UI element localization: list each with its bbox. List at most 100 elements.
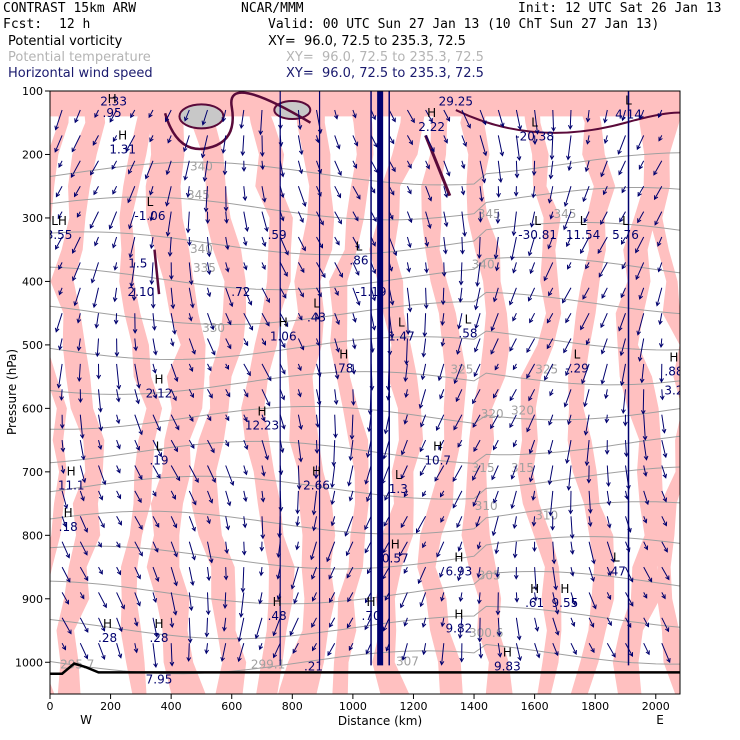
wind-arrow bbox=[201, 109, 208, 126]
wind-arrow bbox=[403, 566, 408, 574]
wind-arrow bbox=[260, 516, 266, 540]
wind-arrow bbox=[297, 109, 303, 130]
wind-arrow bbox=[440, 338, 446, 347]
theta-line bbox=[50, 406, 680, 430]
wind-arrow bbox=[152, 643, 158, 669]
wind-arrow bbox=[113, 313, 119, 325]
wind-arrow bbox=[655, 287, 663, 307]
wind-arrow bbox=[131, 287, 137, 302]
wind-arrow bbox=[54, 109, 63, 131]
pv-contour bbox=[153, 249, 161, 295]
organization: NCAR/MMM bbox=[241, 1, 304, 16]
wind-arrow bbox=[416, 516, 427, 534]
extremum-letter: L bbox=[574, 347, 581, 361]
wind-arrow bbox=[150, 287, 156, 309]
wind-arrow bbox=[327, 642, 336, 657]
wind-arrow bbox=[600, 160, 608, 178]
wind-arrow bbox=[220, 643, 227, 662]
wind-arrow bbox=[491, 465, 499, 481]
wind-arrow bbox=[364, 617, 372, 631]
wind-arrow bbox=[188, 262, 194, 286]
init-time: Init: 12 UTC Sat 26 Jan 13 bbox=[518, 1, 722, 16]
wind-arrow bbox=[604, 389, 609, 400]
wind-arrow bbox=[352, 236, 360, 250]
wind-arrow bbox=[167, 135, 172, 144]
wind-arrow bbox=[617, 135, 626, 155]
wind-arrow bbox=[370, 211, 377, 223]
extremum-value: .95 bbox=[103, 106, 122, 120]
wind-arrow bbox=[90, 262, 99, 284]
wind-arrow bbox=[347, 465, 354, 487]
wind-arrow bbox=[188, 439, 195, 450]
wind-arrow bbox=[422, 490, 427, 498]
wind-arrow bbox=[225, 465, 235, 486]
wind-arrow bbox=[221, 135, 227, 154]
wind-arrow bbox=[425, 160, 430, 170]
wind-arrow bbox=[457, 439, 463, 448]
wind-arrow bbox=[495, 211, 501, 224]
wind-arrow bbox=[584, 160, 590, 173]
wind-arrow bbox=[566, 135, 572, 161]
wind-arrow bbox=[639, 109, 645, 120]
wind-arrow bbox=[170, 541, 178, 558]
extremum-letter: H bbox=[118, 128, 127, 142]
wind-arrow bbox=[459, 643, 465, 663]
wind-arrow bbox=[333, 109, 339, 120]
wind-arrow bbox=[618, 313, 626, 332]
wind-arrow bbox=[563, 186, 572, 207]
wind-arrow bbox=[568, 490, 574, 515]
legend-theta-label: Potential temperature bbox=[8, 50, 151, 65]
extremum-letter: L bbox=[465, 312, 472, 326]
wind-arrow bbox=[261, 211, 269, 233]
wind-arrow bbox=[661, 617, 670, 633]
wind-arrow bbox=[200, 135, 208, 159]
wind-arrow bbox=[206, 516, 211, 525]
wind-arrow bbox=[259, 567, 264, 577]
wind-arrow bbox=[461, 211, 467, 238]
wind-arrow bbox=[479, 186, 484, 203]
wind-arrow bbox=[185, 211, 191, 234]
wind-arrow bbox=[661, 516, 668, 527]
wind-arrow bbox=[295, 516, 301, 527]
wind-arrow bbox=[639, 363, 645, 384]
wind-arrow bbox=[222, 592, 228, 609]
wind-arrow bbox=[311, 592, 317, 602]
wind-arrow bbox=[204, 643, 210, 655]
wind-arrow bbox=[370, 160, 378, 174]
y-tick-label: 400 bbox=[22, 275, 43, 288]
wind-arrow bbox=[243, 389, 249, 398]
pv-band bbox=[278, 91, 336, 694]
wind-arrow bbox=[565, 363, 572, 377]
wind-arrow bbox=[636, 135, 645, 151]
wind-arrow bbox=[440, 592, 445, 602]
wind-arrow bbox=[134, 465, 143, 481]
wind-arrow bbox=[364, 516, 372, 531]
wind-arrow bbox=[603, 109, 608, 124]
wind-arrow bbox=[455, 389, 463, 403]
wind-arrow bbox=[661, 465, 667, 479]
wind-arrow bbox=[311, 566, 317, 580]
wind-arrow bbox=[623, 440, 629, 458]
wind-arrow bbox=[79, 566, 89, 582]
wind-arrow bbox=[90, 160, 99, 176]
wind-arrow bbox=[223, 186, 229, 212]
extremum-value: .28 bbox=[98, 631, 117, 645]
wind-arrow bbox=[348, 440, 354, 462]
wind-arrow bbox=[295, 541, 300, 551]
extremum-value: 10.7 bbox=[424, 453, 451, 467]
wind-arrow bbox=[98, 643, 106, 660]
wind-arrow bbox=[531, 516, 537, 527]
extremum-value: 11.54 bbox=[566, 228, 600, 242]
theta-label: 310 bbox=[535, 508, 558, 522]
wind-arrow bbox=[548, 287, 554, 297]
extremum-value: .88 bbox=[664, 364, 683, 378]
extremum-value: 9.55 bbox=[552, 596, 579, 610]
wind-arrow bbox=[116, 439, 121, 450]
wind-arrow bbox=[134, 439, 140, 451]
wind-arrow bbox=[76, 313, 82, 324]
wind-arrow bbox=[224, 211, 229, 224]
wind-arrow bbox=[495, 567, 500, 579]
extremum-value: -30.81 bbox=[518, 228, 557, 242]
wind-arrow bbox=[388, 236, 398, 257]
